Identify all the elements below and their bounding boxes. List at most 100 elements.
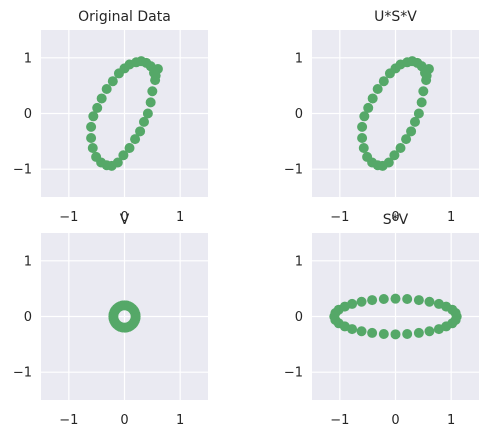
data-point: [367, 295, 378, 306]
y-tick-label: −1: [13, 163, 32, 178]
data-point: [424, 296, 435, 307]
data-point: [118, 150, 129, 161]
y-tick-label: −1: [13, 366, 32, 381]
y-tick-label: −1: [284, 163, 303, 178]
subplot-title: U*S*V: [374, 9, 417, 25]
scatter-points: [357, 56, 434, 171]
data-point: [378, 328, 389, 339]
data-point: [150, 70, 161, 81]
data-point: [107, 76, 118, 87]
data-point: [138, 116, 149, 127]
scatter-points: [108, 300, 141, 333]
data-point: [347, 324, 358, 335]
data-point: [357, 121, 368, 132]
data-point: [378, 294, 389, 305]
x-tick-labels: −1 0 1: [59, 210, 184, 225]
gridlines: [41, 30, 208, 197]
x-tick-label: −1: [330, 413, 349, 428]
subplot-sv: S*V −1 0 1 −1 0 1: [284, 212, 479, 428]
data-point: [130, 313, 141, 324]
x-tick-label: 1: [447, 413, 455, 428]
subplot-title: V: [120, 212, 130, 228]
subplot-original-data: Original Data −1 0 1 −1 0 1: [13, 9, 208, 225]
data-point: [421, 70, 432, 81]
x-tick-labels: −1 0 1: [330, 210, 455, 225]
scatter-points: [86, 56, 163, 171]
gridlines: [312, 233, 479, 400]
x-tick-label: 0: [120, 413, 128, 428]
data-point: [409, 116, 420, 127]
x-tick-labels: −1 0 1: [59, 413, 184, 428]
subplot-title: S*V: [383, 212, 409, 228]
data-point: [424, 326, 435, 337]
data-point: [86, 132, 97, 143]
y-tick-label: 0: [295, 310, 303, 325]
data-point: [96, 93, 107, 104]
gridlines: [41, 233, 208, 400]
data-point: [92, 102, 103, 113]
data-point: [91, 151, 102, 162]
subplot-usv: U*S*V −1 0 1 −1 0 1: [284, 9, 479, 225]
data-point: [416, 97, 427, 108]
y-tick-label: 0: [295, 107, 303, 122]
y-tick-labels: −1 0 1: [284, 254, 303, 380]
data-point: [390, 329, 401, 340]
data-point: [362, 151, 373, 162]
data-point: [372, 84, 383, 95]
data-point: [390, 293, 401, 304]
subplot-v: V −1 0 1 −1 0 1: [13, 212, 208, 428]
x-tick-label: −1: [59, 210, 78, 225]
y-tick-labels: −1 0 1: [284, 51, 303, 177]
subplot-title: Original Data: [78, 9, 171, 25]
data-point: [433, 298, 444, 309]
data-point: [413, 295, 424, 306]
y-tick-labels: −1 0 1: [13, 51, 32, 177]
data-point: [418, 86, 429, 97]
data-point: [401, 134, 412, 145]
data-point: [367, 327, 378, 338]
data-point: [389, 150, 400, 161]
data-point: [378, 76, 389, 87]
data-point: [395, 143, 406, 154]
y-tick-label: 1: [295, 51, 303, 66]
y-tick-label: 0: [24, 107, 32, 122]
data-point: [358, 143, 369, 154]
data-point: [142, 108, 153, 119]
data-point: [356, 326, 367, 337]
data-point: [363, 102, 374, 113]
data-point: [406, 126, 417, 137]
data-point: [88, 111, 99, 122]
y-tick-label: 1: [24, 254, 32, 269]
data-point: [402, 294, 413, 305]
data-point: [402, 328, 413, 339]
x-tick-label: 0: [391, 210, 399, 225]
data-point: [356, 296, 367, 307]
y-tick-label: 1: [24, 51, 32, 66]
data-point: [413, 327, 424, 338]
x-tick-label: 0: [391, 413, 399, 428]
x-tick-labels: −1 0 1: [330, 413, 455, 428]
y-tick-label: 0: [24, 310, 32, 325]
x-tick-label: 1: [176, 210, 184, 225]
data-point: [367, 93, 378, 104]
x-tick-label: 1: [176, 413, 184, 428]
data-point: [359, 111, 370, 122]
data-point: [145, 97, 156, 108]
x-tick-label: −1: [330, 210, 349, 225]
data-point: [87, 143, 98, 154]
x-tick-label: −1: [59, 413, 78, 428]
data-point: [130, 134, 141, 145]
data-point: [86, 121, 97, 132]
data-point: [450, 315, 461, 326]
data-point: [413, 108, 424, 119]
scatter-points: [329, 293, 462, 340]
data-point: [101, 84, 112, 95]
data-point: [135, 126, 146, 137]
data-point: [357, 132, 368, 143]
y-tick-labels: −1 0 1: [13, 254, 32, 380]
y-tick-label: 1: [295, 254, 303, 269]
x-tick-label: 1: [447, 210, 455, 225]
x-tick-label: 0: [120, 210, 128, 225]
y-tick-label: −1: [284, 366, 303, 381]
